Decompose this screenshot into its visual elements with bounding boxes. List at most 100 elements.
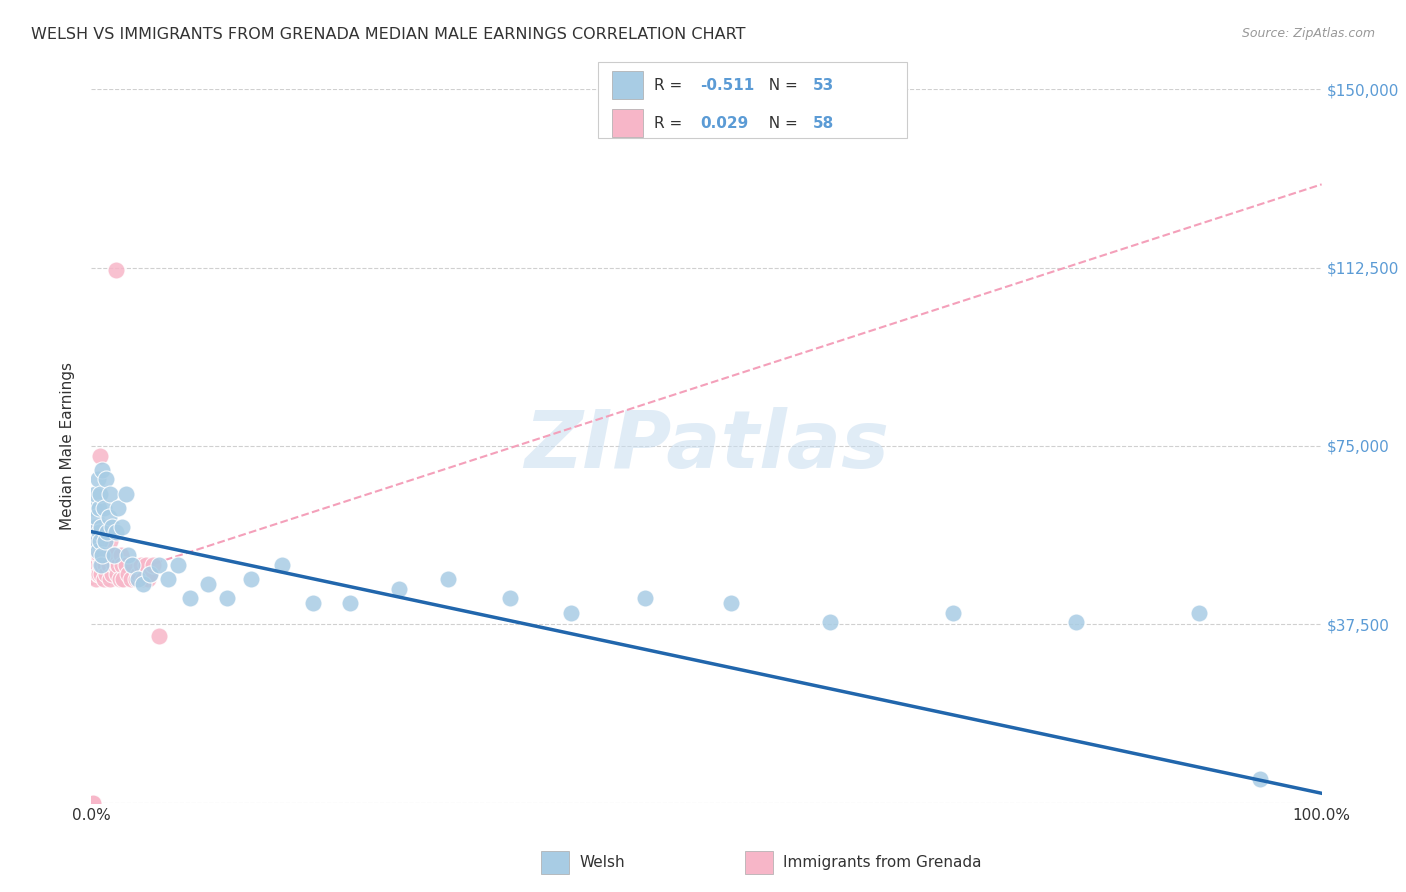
Point (112, 572, 135, 586)
Point (156, 572, 179, 586)
Point (98, 534, 121, 549)
Point (105, 263, 127, 277)
Point (111, 520, 134, 534)
Point (91, 558, 114, 572)
Text: Source: ZipAtlas.com: Source: ZipAtlas.com (1241, 27, 1375, 40)
Text: R =: R = (654, 78, 688, 93)
Point (83, 534, 105, 549)
Point (720, 596, 742, 610)
Point (86, 520, 108, 534)
Text: 53: 53 (813, 78, 834, 93)
Point (86, 534, 108, 549)
Point (93, 549, 115, 563)
Point (86, 472, 108, 486)
Point (90, 558, 112, 572)
Point (634, 591, 657, 606)
Point (107, 500, 129, 515)
Point (96, 534, 117, 549)
Point (114, 558, 138, 572)
Point (96, 472, 117, 486)
Point (498, 591, 520, 606)
Text: N =: N = (759, 116, 803, 130)
Point (96, 567, 117, 582)
Point (86, 572, 108, 586)
Point (108, 572, 131, 586)
Point (197, 577, 219, 591)
Point (136, 572, 159, 586)
Point (148, 629, 170, 643)
Point (97, 558, 120, 572)
Point (117, 549, 139, 563)
Point (271, 558, 294, 572)
Point (104, 549, 127, 563)
Point (166, 558, 188, 572)
Point (388, 582, 411, 596)
Point (91, 534, 114, 549)
Point (560, 606, 582, 620)
Point (139, 567, 162, 582)
Point (135, 558, 156, 572)
Point (84, 549, 107, 563)
Point (148, 558, 170, 572)
Text: R =: R = (654, 116, 688, 130)
Point (94, 534, 117, 549)
Text: 58: 58 (813, 116, 834, 130)
Point (103, 558, 125, 572)
Point (818, 615, 841, 629)
Point (96, 549, 118, 563)
Text: Welsh: Welsh (579, 855, 624, 870)
Point (127, 572, 149, 586)
Point (89, 558, 111, 572)
Text: -0.511: -0.511 (700, 78, 755, 93)
Point (83, 558, 105, 572)
Point (86, 510, 108, 524)
Point (90, 520, 112, 534)
Point (110, 549, 132, 563)
Point (83, 500, 105, 515)
Point (82, 796, 104, 810)
Point (91, 463, 114, 477)
Point (98, 486, 121, 500)
Point (179, 591, 201, 606)
Point (98, 572, 121, 586)
Point (215, 591, 238, 606)
Point (1187, 606, 1209, 620)
Point (1249, 772, 1271, 786)
Point (84, 567, 107, 582)
Point (93, 500, 115, 515)
Text: 0.029: 0.029 (700, 116, 748, 130)
Point (111, 558, 134, 572)
Point (105, 524, 127, 539)
Point (89, 449, 111, 463)
Point (127, 567, 149, 582)
Point (96, 524, 118, 539)
Point (91, 549, 114, 563)
Point (90, 543, 112, 558)
Point (86, 543, 108, 558)
Point (101, 520, 124, 534)
Point (89, 534, 111, 549)
Point (93, 572, 115, 586)
Point (1064, 615, 1087, 629)
Text: WELSH VS IMMIGRANTS FROM GRENADA MEDIAN MALE EARNINGS CORRELATION CHART: WELSH VS IMMIGRANTS FROM GRENADA MEDIAN … (31, 27, 745, 42)
Point (86, 567, 108, 582)
Point (132, 572, 155, 586)
Point (107, 558, 129, 572)
Point (87, 524, 110, 539)
Point (124, 572, 146, 586)
Point (84, 520, 107, 534)
Point (83, 567, 105, 582)
Point (82, 796, 104, 810)
Point (93, 520, 115, 534)
Point (97, 510, 120, 524)
Point (90, 567, 112, 582)
Point (437, 572, 460, 586)
Point (121, 558, 143, 572)
Point (103, 549, 125, 563)
Point (100, 549, 122, 563)
Point (117, 567, 139, 582)
Point (94, 524, 117, 539)
Point (87, 549, 110, 563)
Point (94, 558, 117, 572)
Point (89, 486, 111, 500)
